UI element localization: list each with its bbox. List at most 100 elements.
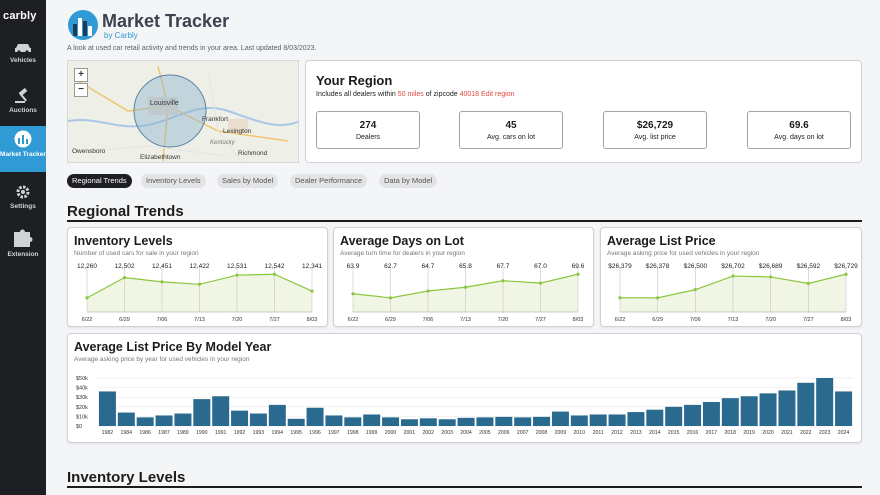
bar[interactable] — [231, 410, 249, 426]
bar[interactable] — [702, 402, 720, 426]
data-point[interactable] — [160, 280, 164, 284]
bar[interactable] — [835, 391, 853, 426]
data-point[interactable] — [122, 275, 127, 280]
bar[interactable] — [589, 414, 607, 426]
y-tick-label: $0 — [76, 424, 82, 430]
bar[interactable] — [400, 419, 418, 426]
tab-dealer-performance[interactable]: Dealer Performance — [290, 174, 368, 188]
sidebar-item-vehicles[interactable]: Vehicles — [0, 42, 46, 65]
tab-data-by-model[interactable]: Data by Model — [379, 174, 438, 188]
map-zoom-in-button[interactable]: + — [74, 68, 88, 82]
data-point[interactable] — [731, 274, 735, 278]
section-divider — [67, 486, 862, 488]
bar[interactable] — [268, 404, 286, 426]
price-by-model-year-chart: $50k $40k $30k $20k $10k $0 1982 1984 1986 1987 19… — [76, 376, 853, 436]
data-point[interactable] — [426, 289, 430, 293]
region-map[interactable]: Louisville Frankfort Lexington Kentucky … — [67, 60, 299, 163]
tab-sales-by-model[interactable]: Sales by Model — [217, 174, 279, 188]
y-tick-label: $40k — [76, 386, 88, 392]
map-zoom-out-button[interactable]: − — [74, 83, 88, 97]
avg-days-on-lot-chart: 63.9 6/22 62.7 6/29 64.7 7/06 65.8 7/13 67.7 7/20… — [347, 263, 585, 323]
bar[interactable] — [551, 411, 569, 426]
page-subtitle: by Carbly — [104, 31, 138, 40]
x-tick-label: 8/03 — [573, 317, 584, 323]
bar[interactable] — [608, 414, 626, 426]
data-point[interactable] — [272, 272, 277, 276]
bar[interactable] — [570, 415, 588, 426]
section-divider — [67, 220, 862, 222]
bar[interactable] — [287, 418, 305, 426]
avg-list-price-chart: $26,379 6/22 $26,378 6/29 $26,500 7/06 $26,702… — [608, 263, 858, 323]
bar[interactable] — [627, 412, 645, 426]
bar[interactable] — [740, 396, 758, 426]
data-point[interactable] — [806, 281, 810, 286]
market-tracker-icon — [14, 130, 32, 148]
data-point[interactable] — [538, 281, 543, 285]
bar[interactable] — [306, 407, 324, 426]
edit-region-link[interactable]: Edit region — [481, 91, 515, 98]
bar[interactable] — [495, 416, 513, 426]
data-point[interactable] — [235, 273, 239, 277]
x-tick-label: 1999 — [366, 430, 378, 436]
data-point[interactable] — [388, 296, 393, 300]
x-tick-label: 2006 — [498, 430, 510, 436]
bar[interactable] — [514, 417, 532, 426]
map-label-louisville: Louisville — [150, 100, 179, 107]
bar[interactable] — [155, 415, 173, 426]
bar[interactable] — [136, 417, 154, 426]
bar[interactable] — [363, 414, 381, 426]
data-point[interactable] — [351, 292, 355, 296]
sidebar-item-settings[interactable]: Settings — [0, 184, 46, 211]
bar[interactable] — [193, 399, 211, 426]
bar[interactable] — [457, 417, 475, 426]
data-point[interactable] — [693, 288, 697, 292]
stat-value: 274 — [359, 120, 377, 131]
bar[interactable] — [721, 398, 739, 426]
x-tick-label: 2004 — [460, 430, 472, 436]
bar[interactable] — [797, 382, 815, 426]
tab-inventory-levels[interactable]: Inventory Levels — [141, 174, 206, 188]
x-tick-label: 1992 — [234, 430, 246, 436]
bar[interactable] — [212, 396, 230, 426]
bar[interactable] — [476, 417, 494, 426]
data-point[interactable] — [769, 275, 773, 279]
bar[interactable] — [684, 404, 702, 426]
data-point[interactable] — [618, 296, 622, 300]
bar[interactable] — [438, 419, 456, 426]
sidebar-item-extension[interactable]: Extension — [0, 228, 46, 259]
bar[interactable] — [344, 417, 362, 426]
x-tick-label: 1984 — [121, 430, 133, 436]
bar[interactable] — [646, 409, 664, 426]
bar[interactable] — [249, 413, 267, 426]
data-point[interactable] — [501, 279, 505, 283]
data-point[interactable] — [85, 296, 89, 300]
x-tick-label: 1996 — [309, 430, 321, 436]
bar[interactable] — [778, 390, 796, 426]
bar[interactable] — [98, 391, 116, 426]
data-point[interactable] — [310, 289, 314, 293]
sidebar-item-auctions[interactable]: Auctions — [0, 88, 46, 115]
data-point[interactable] — [576, 272, 580, 276]
sidebar-item-market-tracker[interactable]: Market Tracker — [0, 126, 46, 172]
bar[interactable] — [759, 393, 777, 426]
stat-value: $26,729 — [636, 120, 674, 131]
bar[interactable] — [816, 378, 834, 426]
data-point[interactable] — [656, 296, 660, 300]
data-point[interactable] — [197, 282, 202, 286]
bar[interactable] — [382, 417, 400, 426]
data-point[interactable] — [844, 272, 848, 276]
data-label: 64.7 — [422, 263, 435, 270]
map-label-owensboro: Owensboro — [72, 148, 106, 155]
bar[interactable] — [419, 418, 437, 426]
stat-label: Dealers — [355, 134, 381, 141]
data-point[interactable] — [463, 285, 468, 289]
avg-list-price-card: Average List Price Average asking price … — [600, 227, 862, 327]
bar[interactable] — [174, 413, 192, 426]
bar[interactable] — [117, 412, 135, 426]
bar[interactable] — [533, 416, 551, 426]
bar[interactable] — [665, 406, 683, 426]
x-tick-label: 2009 — [555, 430, 567, 436]
tab-regional-trends[interactable]: Regional Trends — [67, 174, 132, 188]
data-label: $26,379 — [608, 263, 632, 270]
bar[interactable] — [325, 415, 343, 426]
